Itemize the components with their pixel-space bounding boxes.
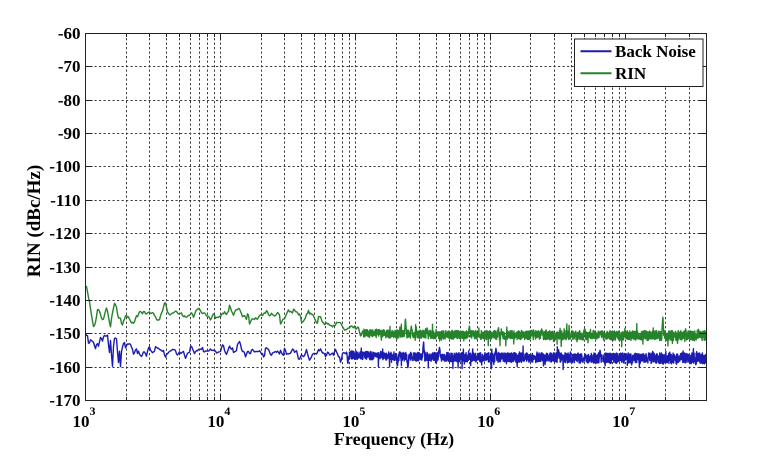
svg-text:-80: -80 [58,91,81,110]
svg-text:-100: -100 [49,157,80,176]
svg-text:-130: -130 [49,258,80,277]
svg-text:-120: -120 [49,224,80,243]
svg-text:-140: -140 [49,291,80,310]
svg-text:RIN (dBc/Hz): RIN (dBc/Hz) [24,165,45,277]
svg-text:-90: -90 [58,124,81,143]
svg-text:-160: -160 [49,358,80,377]
svg-text:RIN: RIN [615,64,647,83]
svg-text:Back Noise: Back Noise [615,42,696,61]
svg-text:-60: -60 [58,24,81,43]
svg-text:Frequency (Hz): Frequency (Hz) [334,429,454,450]
svg-text:-110: -110 [50,191,80,210]
svg-text:-150: -150 [49,324,80,343]
svg-text:-70: -70 [58,57,81,76]
svg-text:-170: -170 [49,391,80,410]
